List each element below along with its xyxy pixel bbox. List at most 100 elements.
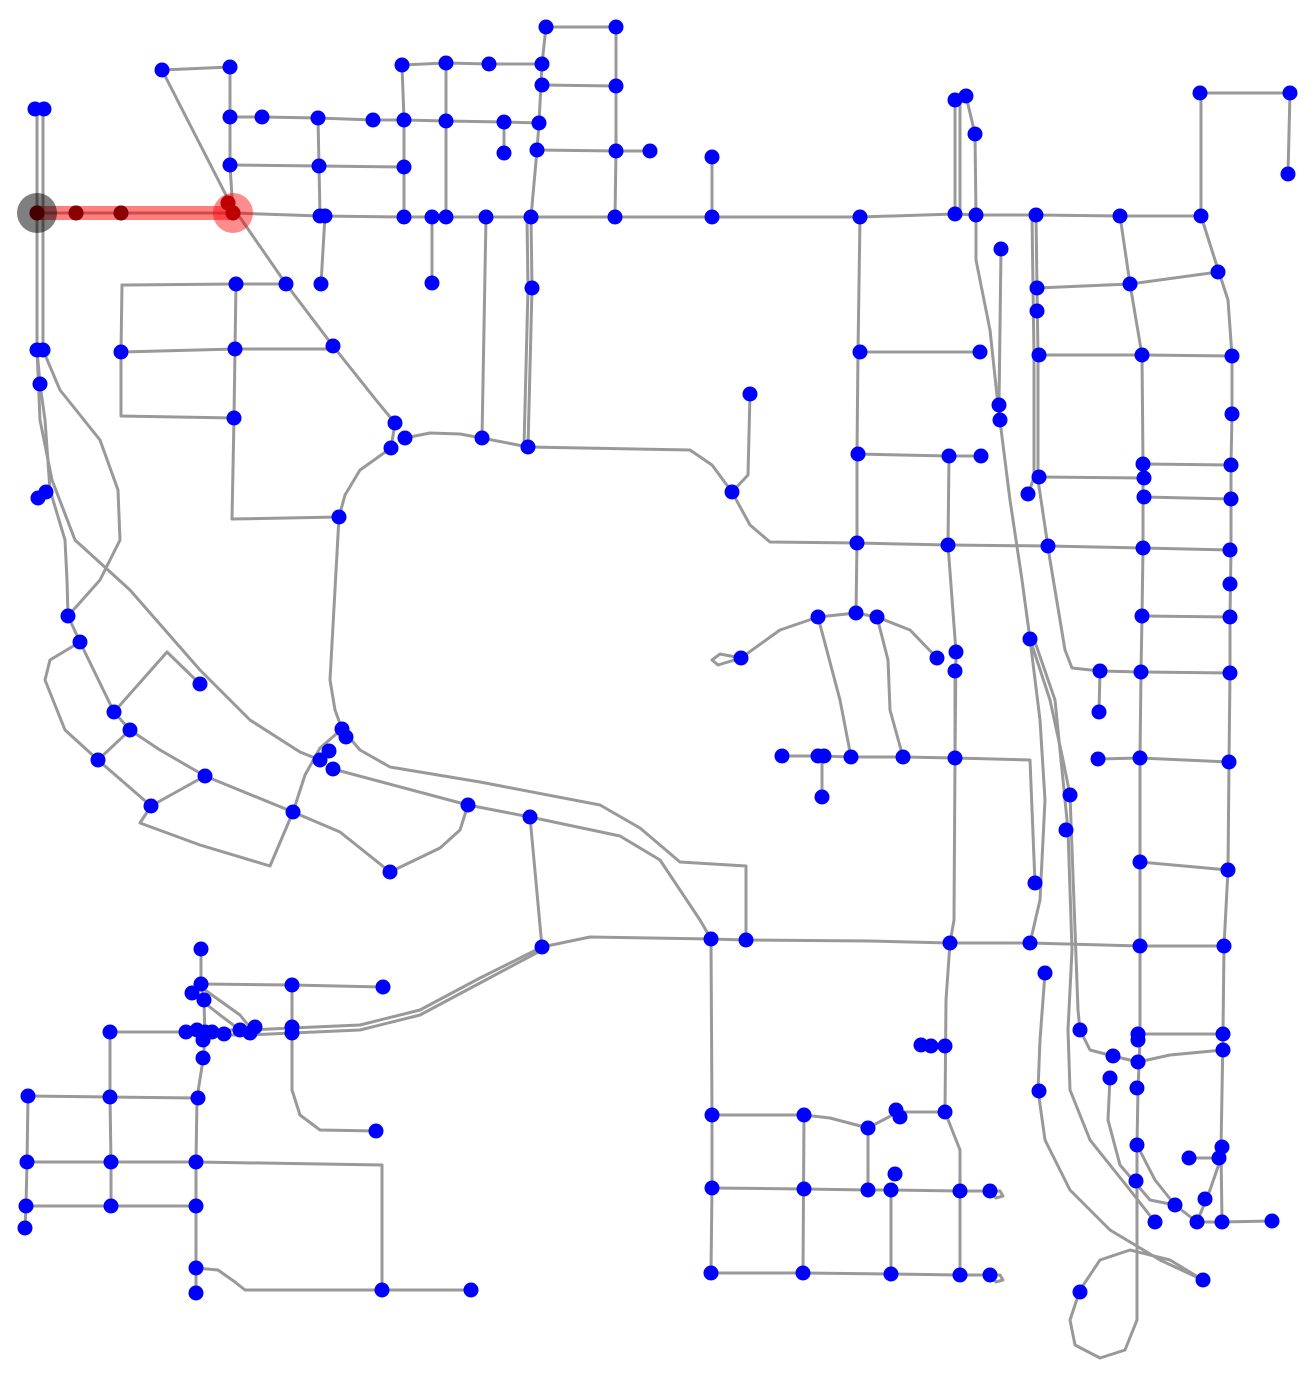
road-segment [816, 615, 853, 759]
road-segment [1034, 213, 1040, 479]
map-node [396, 159, 412, 175]
map-node [929, 650, 945, 666]
map-node [1027, 875, 1043, 891]
map-node [36, 101, 52, 117]
road-segment [400, 61, 544, 67]
road-segment [23, 1094, 30, 1230]
map-node [1072, 1022, 1088, 1038]
map-node [478, 209, 494, 225]
map-node [958, 88, 974, 104]
map-node [463, 1282, 479, 1298]
map-node [796, 1181, 812, 1197]
map-node [284, 977, 300, 993]
map-node [102, 1089, 118, 1105]
map-node [1134, 347, 1150, 363]
map-node [278, 276, 294, 292]
map-node [90, 752, 106, 768]
map-node [184, 985, 200, 1001]
road-segment [1199, 214, 1234, 1224]
map-node [1092, 663, 1108, 679]
road-segment [120, 282, 288, 287]
map-node [228, 276, 244, 292]
road-segment [228, 115, 541, 125]
map-node [394, 57, 410, 73]
map-node [534, 77, 550, 93]
road-segment [544, 25, 618, 219]
map-node [1129, 1080, 1145, 1096]
road-segment [96, 728, 470, 874]
road-segment [997, 247, 1003, 422]
road-segment [528, 815, 544, 949]
map-node [860, 1120, 876, 1136]
map-node [887, 1166, 903, 1182]
map-node [1040, 538, 1056, 554]
map-node [195, 1050, 211, 1066]
map-node [1222, 665, 1238, 681]
map-node [1224, 348, 1240, 364]
map-node [102, 1024, 118, 1040]
map-node [1215, 1026, 1231, 1042]
map-node [496, 114, 512, 130]
map-node [1193, 208, 1209, 224]
map-node [1058, 822, 1074, 838]
map-node [106, 704, 122, 720]
map-node [1192, 85, 1208, 101]
map-node [607, 209, 623, 225]
map-node [642, 143, 658, 159]
road-segment [710, 652, 743, 667]
map-node [1223, 457, 1239, 473]
map-node [1224, 406, 1240, 422]
map-node [20, 1088, 36, 1104]
map-node [534, 939, 550, 955]
map-node [796, 1107, 812, 1123]
map-node [1102, 1070, 1118, 1086]
road-segment [855, 452, 982, 458]
map-node [1216, 938, 1232, 954]
map-node [222, 59, 238, 75]
road-segment [328, 446, 393, 731]
road-segment [194, 947, 207, 1295]
map-node [947, 750, 963, 766]
map-node [704, 149, 720, 165]
map-node [1130, 1032, 1146, 1048]
map-node [522, 809, 538, 825]
map-node [317, 208, 333, 224]
map-node [1147, 1214, 1163, 1230]
road-segment [540, 83, 618, 88]
map-node [338, 729, 354, 745]
map-node [947, 663, 963, 679]
map-node [387, 415, 403, 431]
road-segment [400, 63, 406, 219]
map-node [1091, 704, 1107, 720]
map-node [1210, 264, 1226, 280]
map-node [196, 992, 212, 1008]
map-node [704, 1180, 720, 1196]
road-segment [1142, 495, 1233, 501]
map-node [843, 749, 859, 765]
road-segment [875, 615, 905, 759]
map-node [774, 748, 790, 764]
map-node [1280, 166, 1296, 182]
map-node [523, 209, 539, 225]
map-node [1132, 938, 1148, 954]
road-segment [290, 983, 378, 1133]
map-node [531, 115, 547, 131]
map-node [396, 112, 412, 128]
map-node [1029, 280, 1045, 296]
map-node [1020, 486, 1036, 502]
map-node [704, 1107, 720, 1123]
map-node [1223, 491, 1239, 507]
map-node [188, 1285, 204, 1301]
map-node [438, 209, 454, 225]
node-layer [17, 19, 1298, 1301]
map-node [227, 341, 243, 357]
road-segment [1068, 1143, 1139, 1360]
road-segment [119, 347, 335, 354]
road-segment [1078, 1248, 1205, 1292]
road-segment [25, 1160, 384, 1292]
map-node [285, 804, 301, 820]
map-node [937, 1038, 953, 1054]
map-node [19, 1154, 35, 1170]
map-node [1090, 751, 1106, 767]
map-node [608, 19, 624, 35]
